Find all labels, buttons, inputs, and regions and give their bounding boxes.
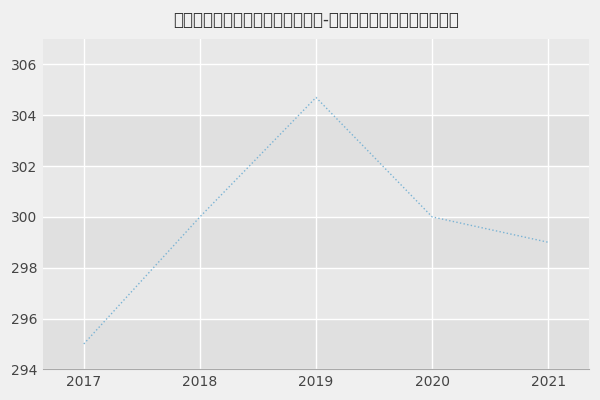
Bar: [43, 268, 589, 318]
Bar: [43, 217, 589, 268]
Title: 南通大学医学院、药学院内科学（-历年复试）研究生录取分数线: 南通大学医学院、药学院内科学（-历年复试）研究生录取分数线: [173, 11, 459, 29]
Bar: [43, 115, 589, 166]
Bar: [43, 318, 589, 369]
Bar: [43, 166, 589, 217]
Bar: [43, 64, 589, 115]
